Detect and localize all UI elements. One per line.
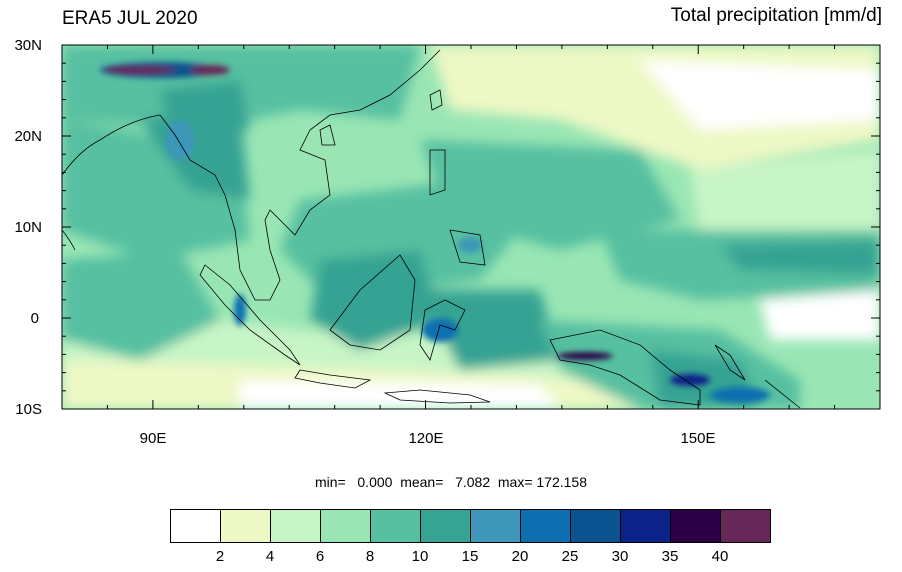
colorbar-label: 20	[511, 548, 529, 565]
colorbar-label: 10	[411, 548, 429, 565]
lon-label-120e: 120E	[408, 430, 444, 447]
colorbar-box-6	[471, 510, 521, 542]
colorbar-box-9	[621, 510, 671, 542]
colorbar-label: 6	[315, 548, 325, 565]
colorbar-box-1	[221, 510, 271, 542]
lon-label-150e: 150E	[680, 430, 716, 447]
lat-label-0: 0	[30, 310, 39, 327]
colorbar	[170, 509, 771, 543]
colorbar-box-8	[571, 510, 621, 542]
lat-label-10s: 10S	[15, 401, 42, 418]
lat-label-20n: 20N	[14, 128, 42, 145]
colorbar-label: 15	[461, 548, 479, 565]
colorbar-box-2	[271, 510, 321, 542]
colorbar-label: 8	[365, 548, 375, 565]
colorbar-box-3	[321, 510, 371, 542]
colorbar-label: 30	[611, 548, 629, 565]
colorbar-box-5	[421, 510, 471, 542]
colorbar-box-7	[521, 510, 571, 542]
coastlines	[62, 49, 801, 409]
colorbar-box-10	[671, 510, 721, 542]
precip-field	[62, 45, 880, 409]
map-title-left: ERA5 JUL 2020	[62, 8, 198, 29]
colorbar-label: 2	[215, 548, 225, 565]
map-title-right: Total precipitation [mm/d]	[670, 5, 882, 26]
axis-ticks	[61, 44, 881, 410]
lat-label-10n: 10N	[14, 219, 42, 236]
colorbar-label: 4	[265, 548, 275, 565]
lon-label-90e: 90E	[139, 430, 167, 447]
colorbar-label: 40	[711, 548, 729, 565]
stats-line: min= 0.000 mean= 7.082 max= 172.158	[314, 474, 587, 490]
colorbar-label: 25	[561, 548, 579, 565]
colorbar-label: 35	[661, 548, 679, 565]
colorbar-box-0	[171, 510, 221, 542]
colorbar-box-11	[721, 510, 770, 542]
colorbar-box-4	[371, 510, 421, 542]
lat-label-30n: 30N	[14, 37, 42, 54]
